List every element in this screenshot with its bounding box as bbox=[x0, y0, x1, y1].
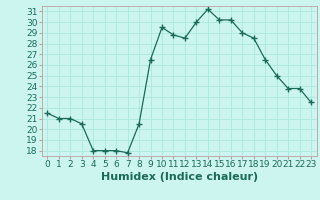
X-axis label: Humidex (Indice chaleur): Humidex (Indice chaleur) bbox=[100, 172, 258, 182]
